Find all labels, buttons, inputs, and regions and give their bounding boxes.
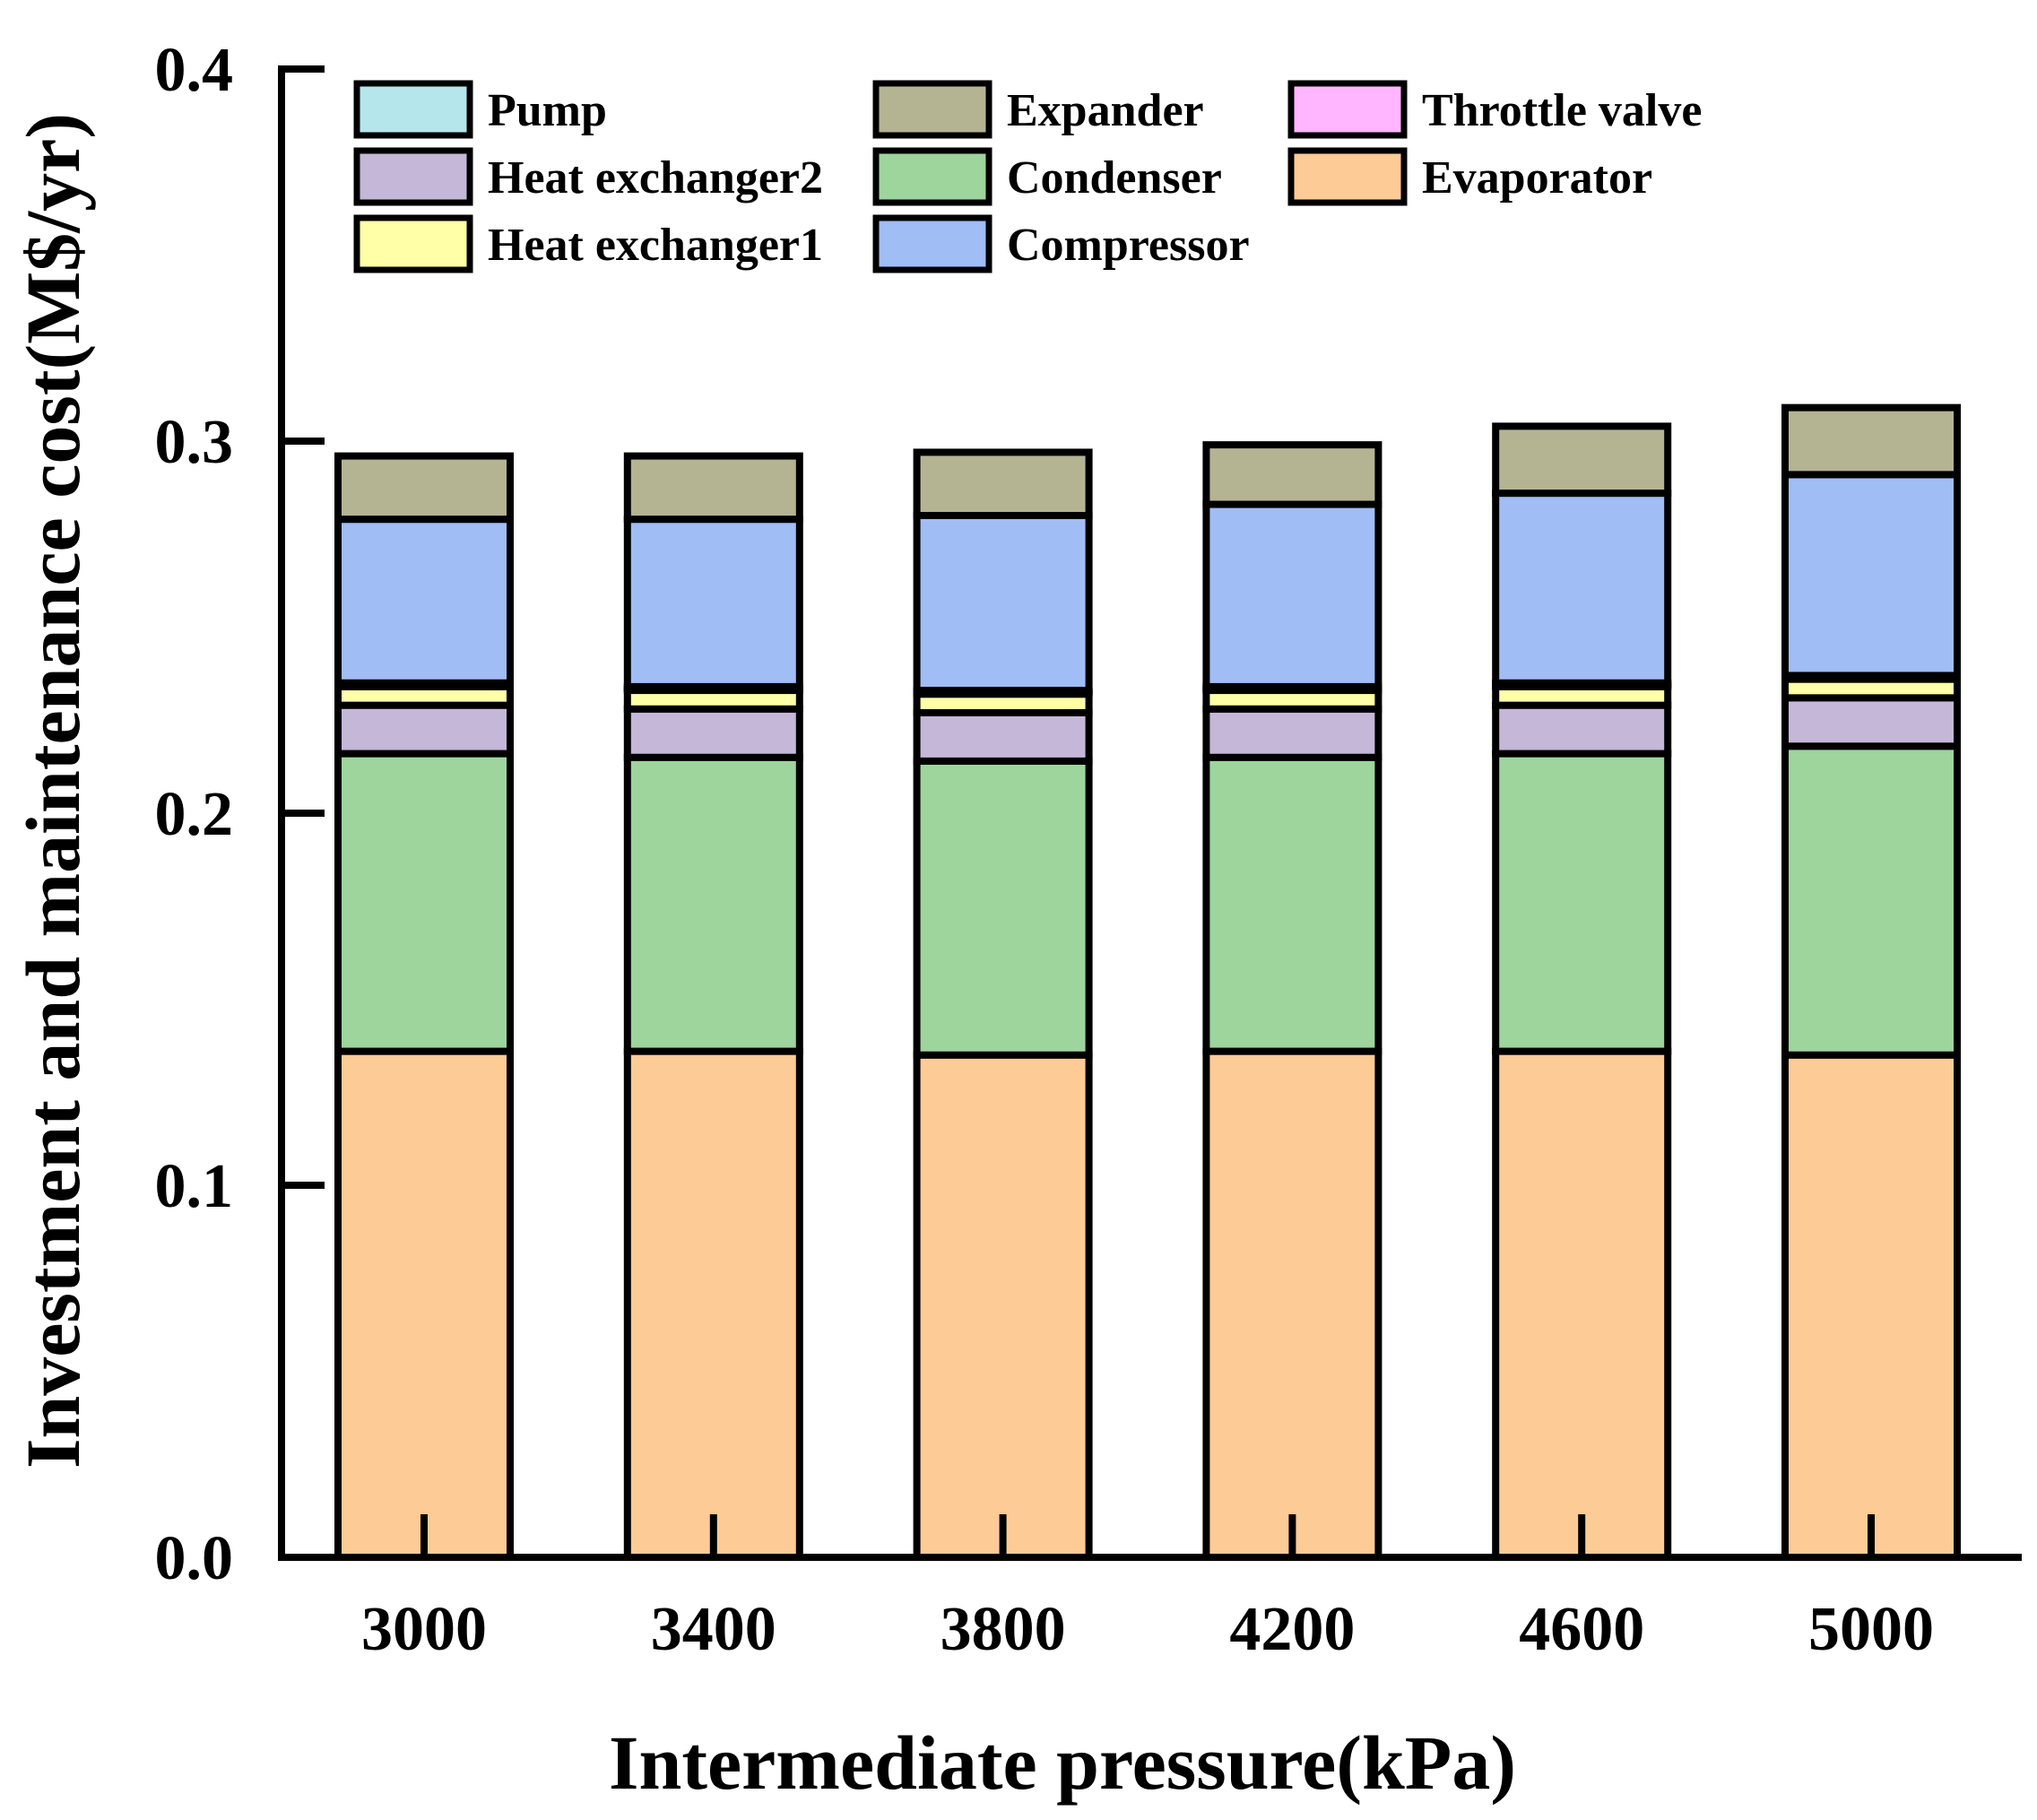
bar-segment-condenser-3800 (913, 757, 1093, 1059)
bar-segment-expander-3400 (623, 452, 803, 524)
legend-label-heat-exchanger1: Heat exchanger1 (488, 220, 823, 271)
y-tick-label-0.2: 0.2 (155, 780, 234, 849)
bar-segment-expander-3000 (334, 452, 514, 524)
legend-swatch-expander (872, 80, 992, 139)
bar-segment-expander-3800 (913, 448, 1093, 520)
legend-label-compressor: Compressor (1007, 220, 1250, 271)
bar-segment-heat-exchanger2-4200 (1202, 705, 1383, 761)
legend-label-throttle-valve: Throttle valve (1422, 85, 1702, 136)
legend-swatch-compressor (872, 214, 992, 273)
bar-segment-heat-exchanger2-4600 (1492, 701, 1672, 758)
bar-segment-condenser-3400 (623, 753, 803, 1055)
bar-segment-compressor-3400 (623, 516, 803, 690)
legend-label-heat-exchanger2: Heat exchanger2 (488, 152, 823, 204)
x-axis-title: Intermediate pressure(kPa) (609, 1720, 1516, 1806)
bar-segment-compressor-4200 (1202, 500, 1383, 690)
bar-segment-heat-exchanger2-5000 (1781, 694, 1961, 750)
y-tick-label-0.3: 0.3 (155, 408, 234, 477)
bar-segment-expander-5000 (1781, 403, 1961, 479)
legend-label-condenser: Condenser (1007, 152, 1222, 204)
y-tick-label-0.0: 0.0 (155, 1524, 234, 1593)
bar-segment-evaporator-4600 (1492, 1047, 1672, 1561)
bar-segment-expander-4200 (1202, 441, 1383, 508)
bars-layer (334, 403, 1961, 1561)
y-tick-label-0.4: 0.4 (155, 36, 234, 105)
bar-segment-condenser-4200 (1202, 753, 1383, 1055)
bar-segment-condenser-3000 (334, 750, 514, 1055)
legend-label-expander: Expander (1007, 85, 1204, 136)
legend-swatch-evaporator (1287, 147, 1408, 206)
legend-swatch-throttle-valve (1287, 80, 1408, 139)
bar-segment-evaporator-3800 (913, 1051, 1093, 1561)
bar-segment-evaporator-5000 (1781, 1051, 1961, 1561)
axes-layer: 0.0 0.1 0.2 0.3 0.4 3000 3400 3800 4200 4600 5000 (155, 36, 2022, 1664)
bar-segment-expander-4600 (1492, 422, 1672, 498)
bar-segment-compressor-4600 (1492, 490, 1672, 687)
bar-segment-compressor-3000 (334, 516, 514, 687)
x-tick-label-4600: 4600 (1519, 1595, 1644, 1664)
legend-swatch-heat-exchanger1 (353, 214, 473, 273)
legend-swatch-condenser (872, 147, 992, 206)
bar-segment-evaporator-3000 (334, 1047, 514, 1561)
bar-segment-evaporator-3400 (623, 1047, 803, 1561)
legend: Pump Expander Throttle valve Heat exchanger… (353, 80, 1702, 273)
bar-segment-compressor-5000 (1781, 471, 1961, 680)
bar-segment-heat-exchanger2-3400 (623, 705, 803, 761)
bar-segment-compressor-3800 (913, 512, 1093, 695)
bar-segment-condenser-5000 (1781, 742, 1961, 1059)
bar-segment-heat-exchanger2-3800 (913, 708, 1093, 765)
x-tick-label-3400: 3400 (651, 1595, 776, 1664)
legend-label-evaporator: Evaporator (1422, 152, 1652, 204)
legend-swatch-pump (353, 80, 473, 139)
x-tick-label-3800: 3800 (940, 1595, 1066, 1664)
y-tick-label-0.1: 0.1 (155, 1152, 234, 1221)
bar-segment-evaporator-4200 (1202, 1047, 1383, 1561)
legend-swatch-heat-exchanger2 (353, 147, 473, 206)
bar-segment-heat-exchanger2-3000 (334, 701, 514, 758)
bar-segment-condenser-4600 (1492, 750, 1672, 1055)
legend-label-pump: Pump (488, 85, 607, 136)
x-tick-label-4200: 4200 (1229, 1595, 1355, 1664)
x-tick-label-5000: 5000 (1808, 1595, 1934, 1664)
y-axis-title: Investment and maintenance cost(M$/yr) (10, 113, 96, 1469)
x-tick-label-3000: 3000 (361, 1595, 487, 1664)
